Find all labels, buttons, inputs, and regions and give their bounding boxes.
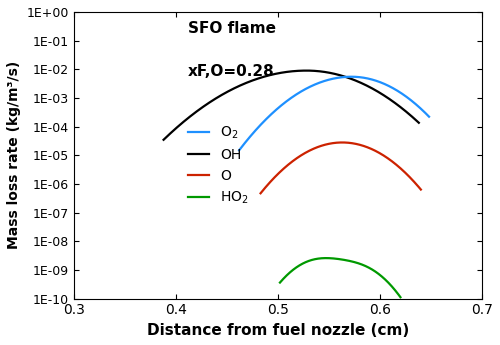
X-axis label: Distance from fuel nozzle (cm): Distance from fuel nozzle (cm): [147, 323, 409, 338]
Y-axis label: Mass loss rate (kg/m³/s): Mass loss rate (kg/m³/s): [7, 61, 21, 249]
Text: xF,O=0.28: xF,O=0.28: [188, 63, 275, 79]
Legend: O$_2$, OH, O, HO$_2$: O$_2$, OH, O, HO$_2$: [183, 119, 254, 212]
Text: SFO flame: SFO flame: [188, 21, 276, 36]
